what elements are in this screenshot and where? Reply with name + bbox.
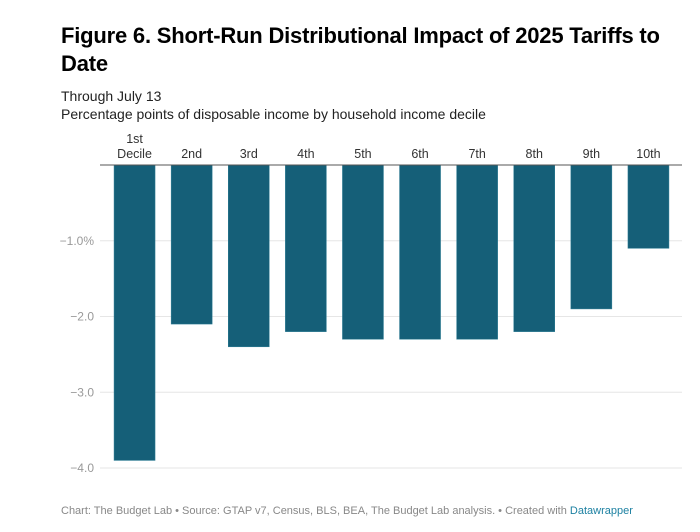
category-label: Decile: [117, 147, 152, 161]
category-label: 9th: [583, 147, 600, 161]
y-tick-label: −3.0: [70, 385, 94, 399]
chart-subtitle: Through July 13 Percentage points of dis…: [61, 87, 486, 123]
category-label: 3rd: [240, 147, 258, 161]
chart-footer: Chart: The Budget Lab • Source: GTAP v7,…: [61, 505, 633, 517]
y-tick-label: −2.0: [70, 310, 94, 324]
category-label: 7th: [468, 147, 485, 161]
bar[interactable]: [627, 164, 670, 249]
bar[interactable]: [342, 164, 384, 340]
category-label: 8th: [526, 147, 543, 161]
category-label: 1st: [126, 132, 143, 146]
y-tick-label: −1.0%: [60, 234, 95, 248]
footer-credits: Chart: The Budget Lab • Source: GTAP v7,…: [61, 505, 570, 517]
category-label: 5th: [354, 147, 371, 161]
bars: [113, 164, 670, 461]
category-label: 10th: [636, 147, 660, 161]
y-axis-ticks: −1.0% −2.0 −3.0 −4.0: [60, 234, 95, 475]
bar[interactable]: [170, 164, 213, 325]
category-label: 4th: [297, 147, 314, 161]
subtitle-line-date: Through July 13: [61, 88, 162, 104]
bar[interactable]: [285, 164, 327, 332]
bar[interactable]: [399, 164, 441, 340]
bar[interactable]: [113, 164, 156, 461]
datawrapper-link[interactable]: Datawrapper: [569, 505, 633, 517]
bar[interactable]: [570, 164, 613, 310]
bar[interactable]: [513, 164, 555, 332]
chart-title: Figure 6. Short-Run Distributional Impac…: [61, 23, 660, 76]
y-tick-label: −4.0: [70, 461, 94, 475]
bar[interactable]: [456, 164, 498, 340]
category-label: 2nd: [181, 147, 202, 161]
category-label: 6th: [411, 147, 428, 161]
bar[interactable]: [228, 164, 270, 348]
subtitle-line-units: Percentage points of disposable income b…: [61, 106, 486, 122]
